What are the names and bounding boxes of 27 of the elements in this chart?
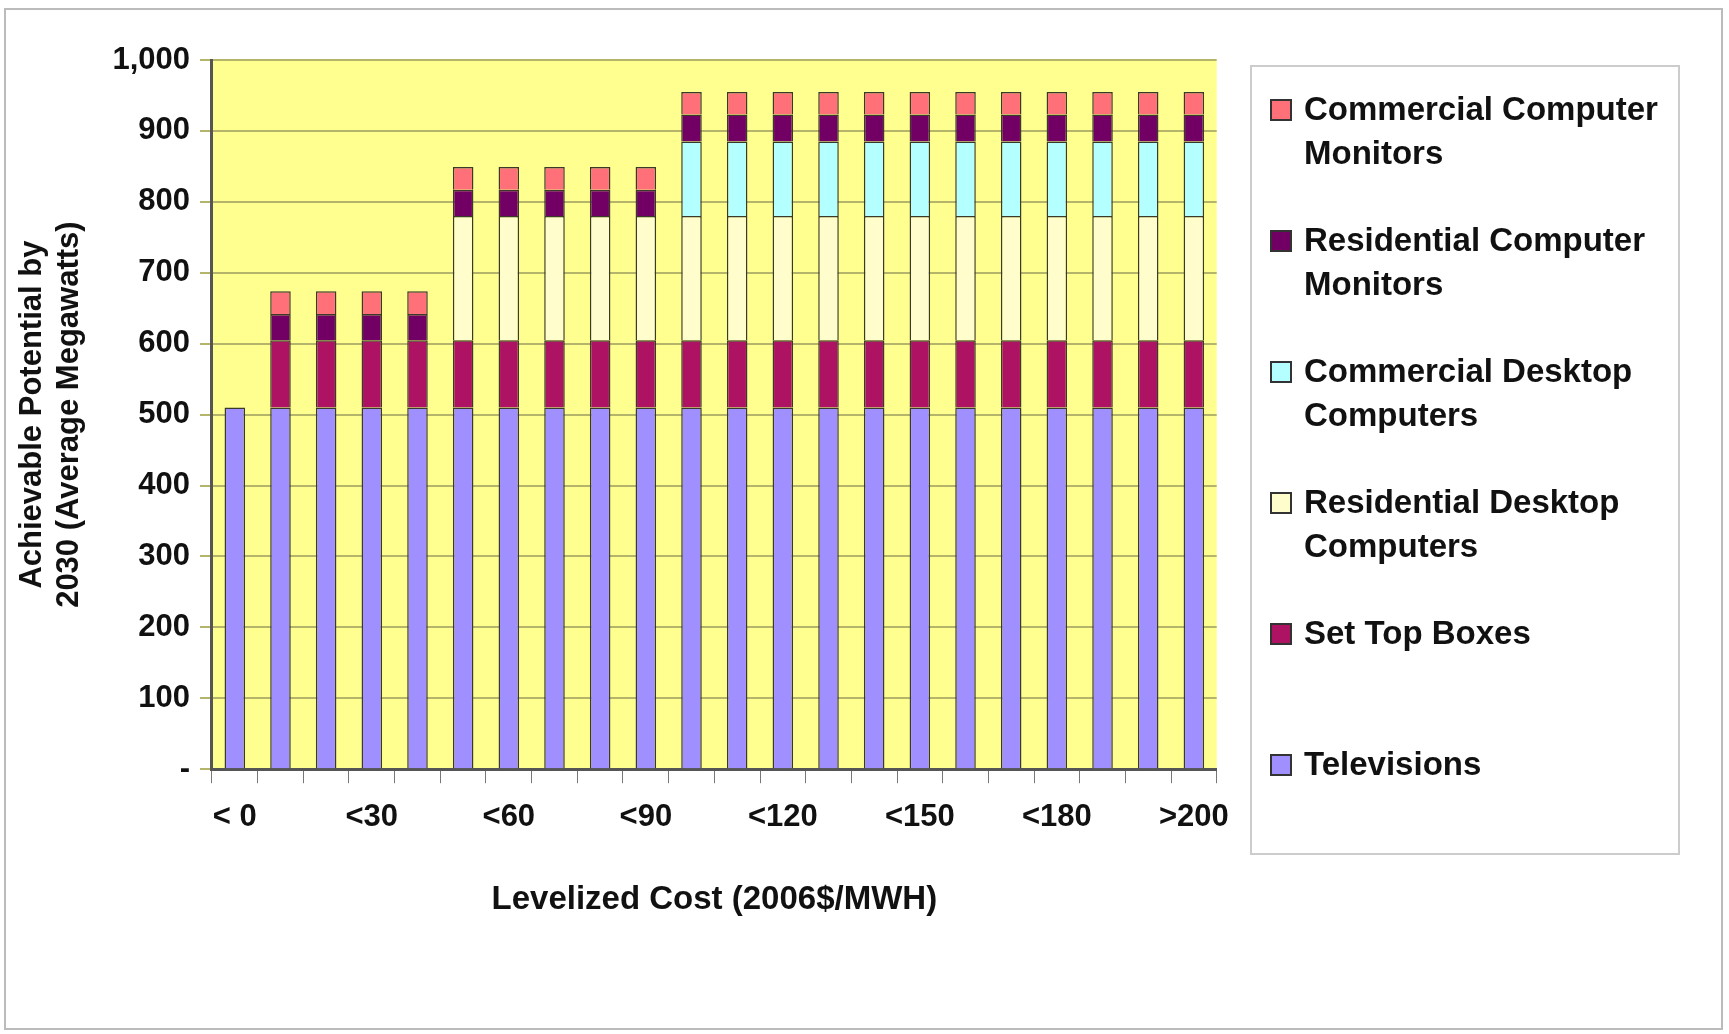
x-tick-label: >200 xyxy=(1158,798,1229,834)
legend-label: Televisions xyxy=(1304,744,1482,784)
y-tick-label: 600 xyxy=(138,324,190,360)
y-tick-label: 1,000 xyxy=(112,40,190,76)
y-tick-label: 900 xyxy=(138,111,190,147)
x-tick-label: < 0 xyxy=(212,798,257,834)
x-tick-label: <90 xyxy=(619,798,673,834)
x-axis-title: Levelized Cost (2006$/MWH) xyxy=(491,879,938,917)
legend-label: Commercial Computer Monitors xyxy=(1304,89,1659,173)
legend-label: Residential Desktop Computers xyxy=(1304,482,1621,566)
y-tick-label: 300 xyxy=(138,536,190,572)
y-tick-label: 200 xyxy=(138,607,190,643)
legend-label: Commercial Desktop Computers xyxy=(1304,351,1634,435)
x-tick-label: <180 xyxy=(1021,798,1092,834)
x-tick-label: <60 xyxy=(482,798,536,834)
x-tick-label: <30 xyxy=(345,798,399,834)
y-tick-label: 800 xyxy=(138,182,190,218)
x-tick-label: <150 xyxy=(884,798,955,834)
y-tick-label: 100 xyxy=(138,678,190,714)
y-tick-label: - xyxy=(179,749,190,785)
legend-label: Residential Computer Monitors xyxy=(1304,220,1647,304)
y-tick-label: 700 xyxy=(138,253,190,289)
x-tick-label: <120 xyxy=(747,798,818,834)
y-tick-label: 400 xyxy=(138,466,190,502)
legend-label: Set Top Boxes xyxy=(1304,613,1531,653)
y-tick-label: 500 xyxy=(138,395,190,431)
y-axis-title: Achievable Potential by 2030 (Average Megawatts) xyxy=(13,221,86,608)
